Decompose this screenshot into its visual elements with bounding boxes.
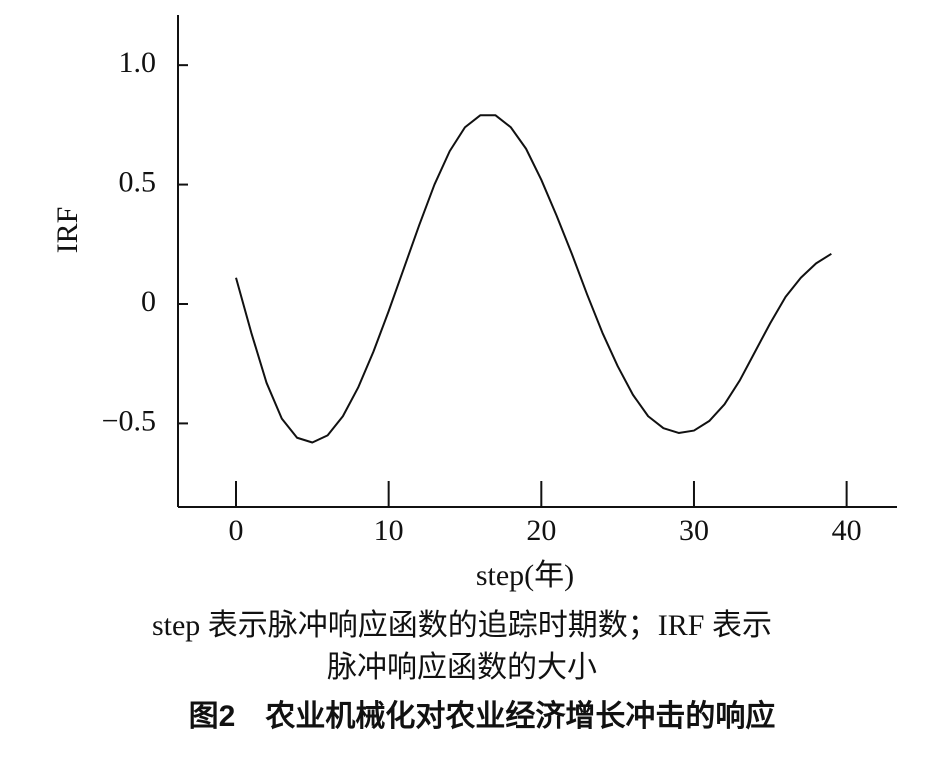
x-tick-label: 0	[229, 514, 244, 547]
note-line: step 表示脉冲响应函数的追踪时期数；IRF 表示	[152, 609, 772, 642]
note-line: 脉冲响应函数的大小	[327, 651, 597, 684]
x-tick-label: 20	[526, 514, 556, 547]
y-tick-label: −0.5	[102, 404, 156, 437]
x-tick-label: 10	[374, 514, 404, 547]
x-tick-label: 40	[832, 514, 862, 547]
caption: 图2 农业机械化对农业经济增长冲击的响应	[189, 699, 776, 733]
y-tick-label: 1.0	[119, 46, 157, 79]
y-axis-label: IRF	[51, 207, 84, 254]
y-tick-label: 0	[141, 285, 156, 318]
line-series	[235, 114, 832, 444]
y-tick-label: 0.5	[119, 165, 157, 198]
x-axis-label: step(年)	[476, 559, 574, 592]
x-tick-label: 30	[679, 514, 709, 547]
